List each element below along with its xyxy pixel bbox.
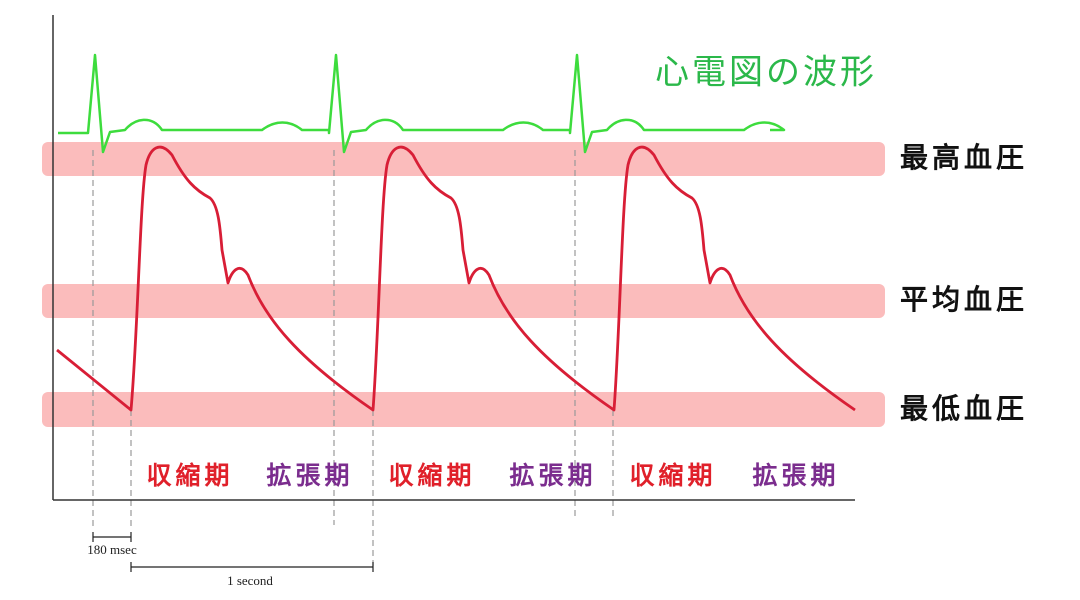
brackets [92,532,374,572]
level-label: 平均血圧 [900,283,1028,316]
phase-label: 収縮期 [629,461,716,490]
band [42,142,885,176]
ecg-wave [58,53,786,154]
timing-label: 180 msec [87,542,137,557]
band [42,284,885,318]
dashed-lines [92,150,614,570]
band [42,392,885,427]
phase-label: 拡張期 [266,461,353,490]
phase-label: 拡張期 [509,461,596,490]
phase-label: 拡張期 [752,461,839,490]
level-label: 最高血圧 [900,141,1028,174]
axes [52,15,855,501]
ecg-label: 心電図の波形 [655,53,877,93]
level-label: 最低血圧 [900,392,1028,425]
timing-label: 1 second [227,573,273,588]
phase-label: 収縮期 [146,461,233,490]
bands [42,142,885,427]
pressure-wave [56,145,856,412]
phase-label: 収縮期 [388,461,475,490]
